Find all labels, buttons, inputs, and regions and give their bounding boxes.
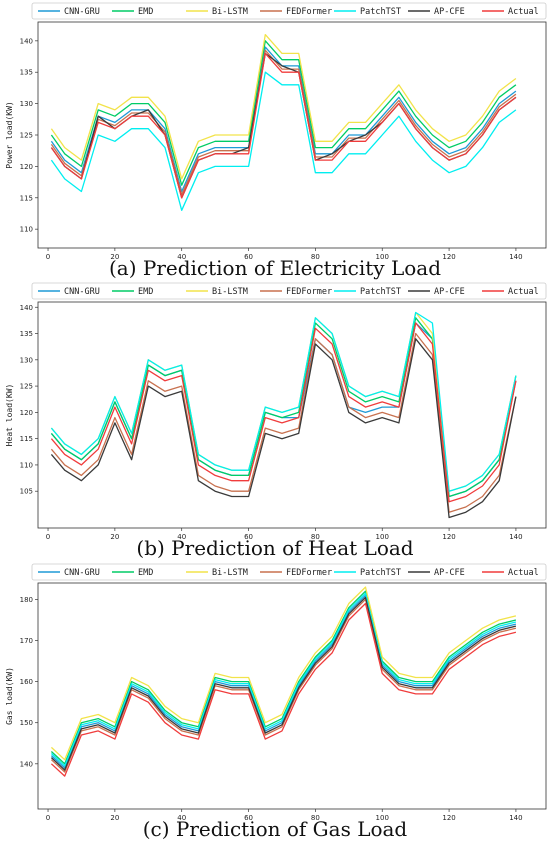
x-tick-label: 20 [110, 814, 119, 822]
y-tick-label: 135 [20, 330, 33, 338]
legend-label: PatchTST [360, 287, 401, 297]
x-tick-label: 100 [376, 253, 389, 261]
y-tick-label: 120 [20, 163, 33, 171]
y-tick-label: 140 [20, 304, 33, 312]
legend-label: AP-CFE [434, 568, 465, 578]
legend-label: EMD [138, 287, 153, 297]
y-tick-label: 140 [20, 37, 33, 45]
legend-label: Actual [508, 568, 539, 578]
y-tick-label: 120 [20, 409, 33, 417]
x-tick-label: 60 [244, 533, 253, 541]
x-tick-label: 120 [442, 253, 455, 261]
x-tick-label: 120 [442, 814, 455, 822]
y-axis-label: Gas load(KW) [5, 667, 14, 725]
x-tick-label: 60 [244, 814, 253, 822]
x-tick-label: 100 [376, 814, 389, 822]
y-tick-label: 125 [20, 383, 33, 391]
x-tick-label: 60 [244, 253, 253, 261]
series-line [50, 596, 517, 771]
series-line [50, 311, 517, 492]
x-tick-label: 40 [177, 533, 186, 541]
x-tick-label: 0 [46, 533, 50, 541]
y-tick-label: 160 [20, 678, 33, 686]
x-tick-label: 80 [311, 253, 320, 261]
x-tick-label: 140 [509, 533, 522, 541]
legend-label: AP-CFE [434, 7, 465, 17]
series-line [50, 52, 517, 199]
y-tick-label: 115 [20, 194, 33, 202]
series-line [50, 33, 517, 180]
series-line [50, 71, 517, 211]
legend-label: AP-CFE [434, 287, 465, 297]
legend-label: CNN-GRU [64, 568, 100, 578]
y-tick-label: 170 [20, 637, 33, 645]
legend-label: CNN-GRU [64, 7, 100, 17]
series-line [50, 338, 517, 519]
series-line [50, 594, 517, 769]
legend-box [31, 563, 547, 581]
series-line [50, 602, 517, 777]
series-line [50, 592, 517, 767]
y-tick-label: 150 [20, 719, 33, 727]
series-line [50, 40, 517, 186]
plot-frame [37, 21, 547, 249]
legend-label: CNN-GRU [64, 287, 100, 297]
x-tick-label: 80 [311, 814, 320, 822]
caption: (a) Prediction of Electricity Load [109, 256, 441, 280]
x-tick-label: 0 [46, 814, 50, 822]
series-line [50, 590, 517, 765]
series-line [50, 586, 517, 761]
y-tick-label: 130 [20, 356, 33, 364]
legend-label: Bi-LSTM [212, 7, 248, 17]
legend-box [31, 2, 547, 20]
legend-label: FEDFormer [286, 287, 332, 297]
plot-frame [37, 582, 547, 810]
y-tick-label: 125 [20, 132, 33, 140]
series-line [50, 52, 517, 199]
x-tick-label: 0 [46, 253, 50, 261]
y-axis-label: Power load(KW) [5, 101, 14, 168]
legend-label: Bi-LSTM [212, 287, 248, 297]
caption: (c) Prediction of Gas Load [143, 817, 408, 841]
y-tick-label: 110 [20, 226, 33, 234]
plot-frame [37, 301, 547, 529]
legend-label: EMD [138, 7, 153, 17]
x-tick-label: 40 [177, 253, 186, 261]
x-tick-label: 140 [509, 814, 522, 822]
caption: (b) Prediction of Heat Load [136, 536, 413, 560]
legend-label: EMD [138, 568, 153, 578]
x-tick-label: 80 [311, 533, 320, 541]
legend-label: Bi-LSTM [212, 568, 248, 578]
y-tick-label: 180 [20, 596, 33, 604]
y-tick-label: 105 [20, 488, 33, 496]
x-tick-label: 140 [509, 253, 522, 261]
legend-label: PatchTST [360, 7, 401, 17]
x-tick-label: 20 [110, 533, 119, 541]
x-tick-label: 20 [110, 253, 119, 261]
legend-label: FEDFormer [286, 7, 332, 17]
x-tick-label: 120 [442, 533, 455, 541]
y-tick-label: 115 [20, 435, 33, 443]
x-tick-label: 40 [177, 814, 186, 822]
y-tick-label: 130 [20, 100, 33, 108]
legend-label: Actual [508, 7, 539, 17]
series-line [50, 598, 517, 773]
legend-box [31, 282, 547, 300]
x-tick-label: 100 [376, 533, 389, 541]
legend-label: FEDFormer [286, 568, 332, 578]
y-tick-label: 140 [20, 760, 33, 768]
y-tick-label: 110 [20, 461, 33, 469]
y-tick-label: 135 [20, 69, 33, 77]
series-line [50, 49, 517, 196]
y-axis-label: Heat load(KW) [5, 384, 14, 447]
legend-label: PatchTST [360, 568, 401, 578]
series-line [50, 322, 517, 503]
legend-label: Actual [508, 287, 539, 297]
